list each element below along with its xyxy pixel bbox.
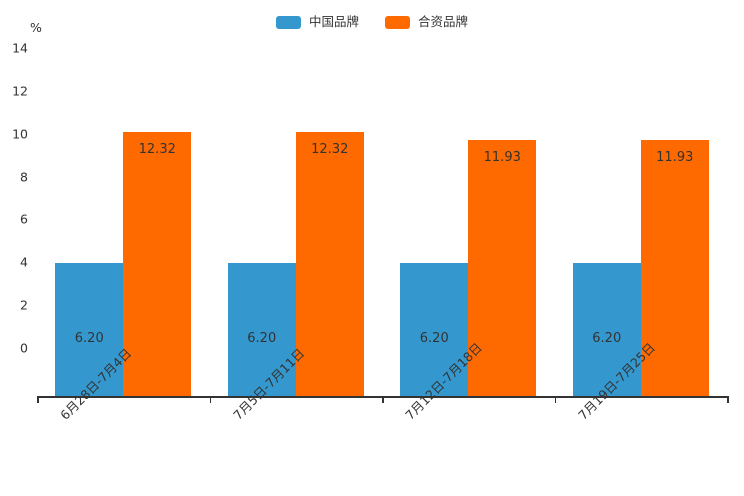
y-axis-tick-label: 0 xyxy=(20,340,28,356)
y-axis-tick-label: 8 xyxy=(20,169,28,185)
bar[interactable] xyxy=(400,263,469,396)
bar[interactable] xyxy=(295,132,364,396)
bar-value-label: 11.93 xyxy=(656,150,694,166)
bar[interactable] xyxy=(640,140,709,396)
y-axis-tick-label: 4 xyxy=(20,254,28,270)
legend-item-china-brand[interactable]: 中国品牌 xyxy=(275,13,359,29)
y-axis-tick-label: 12 xyxy=(12,83,28,99)
bar[interactable] xyxy=(227,263,296,396)
legend-swatch-icon-china-brand xyxy=(275,15,301,29)
x-axis-tick-mark xyxy=(382,396,384,403)
bar-value-label: 6.20 xyxy=(419,331,449,347)
y-axis-tick-label: 6 xyxy=(20,211,28,227)
y-axis-tick-label: 2 xyxy=(20,297,28,313)
plot-area: 0 2 4 6 8 10 12 14 6.20 12.32 6.20 12.32 6.20 11.93 6… xyxy=(12,41,729,423)
bar-value-label: 11.93 xyxy=(483,150,521,166)
chart-legend: 中国品牌 合资品牌 xyxy=(0,12,744,32)
y-axis-tick-label: 10 xyxy=(12,126,28,142)
legend-swatch-icon-joint-venture-brand xyxy=(385,15,410,29)
x-axis-tick-mark xyxy=(37,396,39,403)
y-axis-unit-label: % xyxy=(30,20,42,35)
legend-label-china-brand: 中国品牌 xyxy=(308,13,359,29)
bar-value-label: 6.20 xyxy=(247,331,277,347)
bar[interactable] xyxy=(55,263,124,396)
legend-label-joint-venture-brand: 合资品牌 xyxy=(418,13,469,29)
bar-value-label: 12.32 xyxy=(311,142,349,157)
y-axis-tick-label: 14 xyxy=(12,40,28,56)
x-axis-tick-mark xyxy=(727,396,729,403)
bar[interactable] xyxy=(123,132,192,396)
bar-value-label: 6.20 xyxy=(592,331,622,347)
bar[interactable] xyxy=(572,263,641,396)
legend-item-joint-venture-brand[interactable]: 合资品牌 xyxy=(385,13,469,29)
x-axis-tick-mark xyxy=(209,396,211,403)
bar[interactable] xyxy=(468,140,537,396)
x-axis-tick-mark xyxy=(554,396,556,403)
bar-value-label: 6.20 xyxy=(74,331,104,347)
bar-value-label: 12.32 xyxy=(138,142,176,157)
